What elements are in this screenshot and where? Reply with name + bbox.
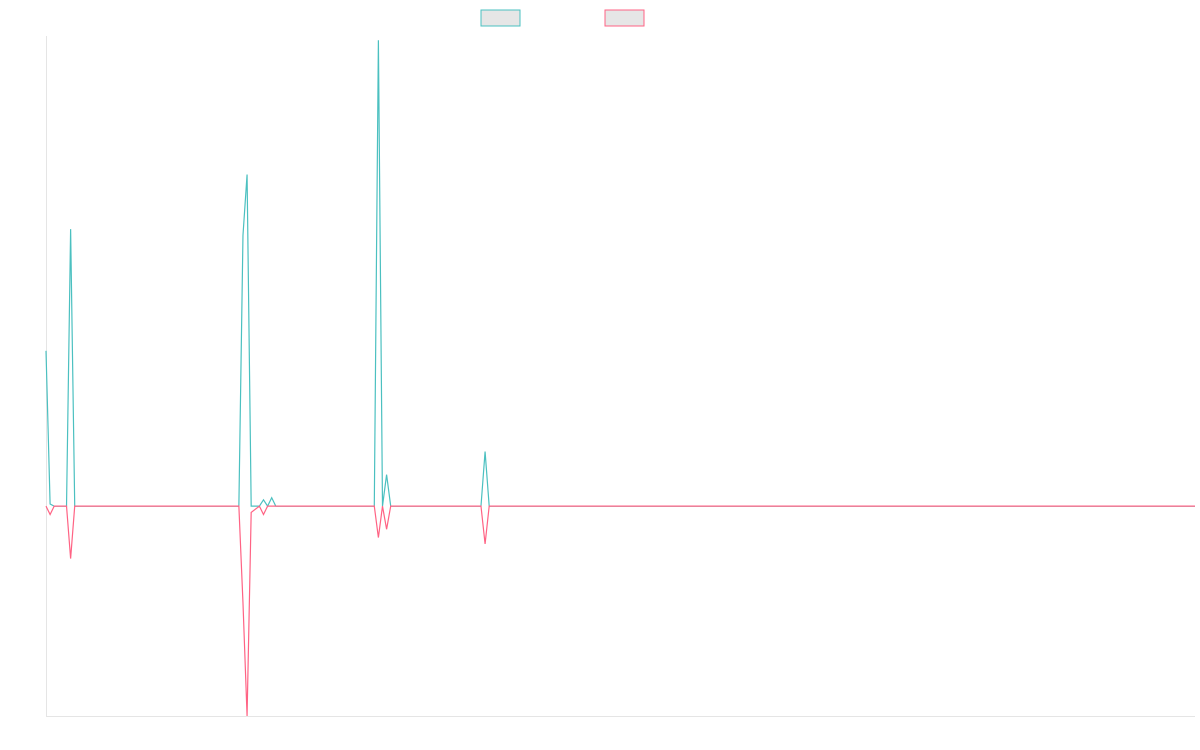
plot-area: [45, 40, 1195, 717]
series-line-2: [45, 505, 1195, 717]
series-line-1: [45, 40, 1195, 508]
legend-swatch-series-1[interactable]: [480, 9, 521, 27]
legend[interactable]: [480, 9, 645, 27]
axes: [46, 36, 1195, 717]
legend-swatch-series-2[interactable]: [604, 9, 645, 27]
